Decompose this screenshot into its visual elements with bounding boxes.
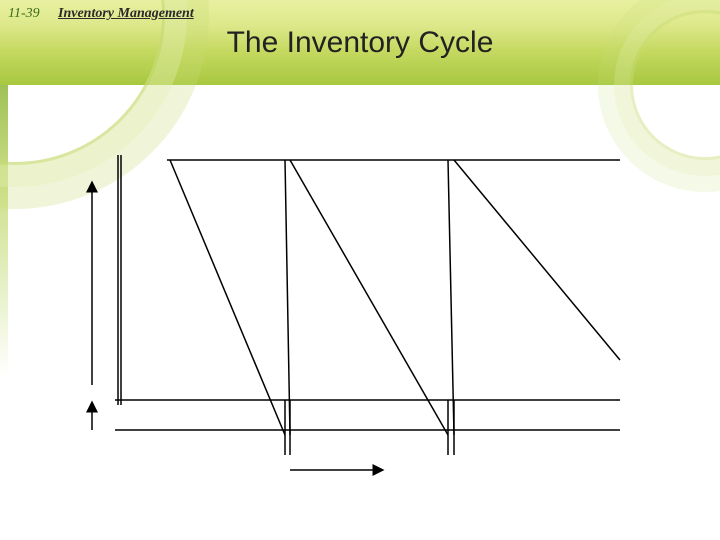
- slide-title: The Inventory Cycle: [0, 26, 720, 60]
- chapter-label: Inventory Management: [58, 6, 194, 22]
- page-number: 11-39: [8, 6, 40, 22]
- inventory-cycle-diagram: [0, 85, 720, 540]
